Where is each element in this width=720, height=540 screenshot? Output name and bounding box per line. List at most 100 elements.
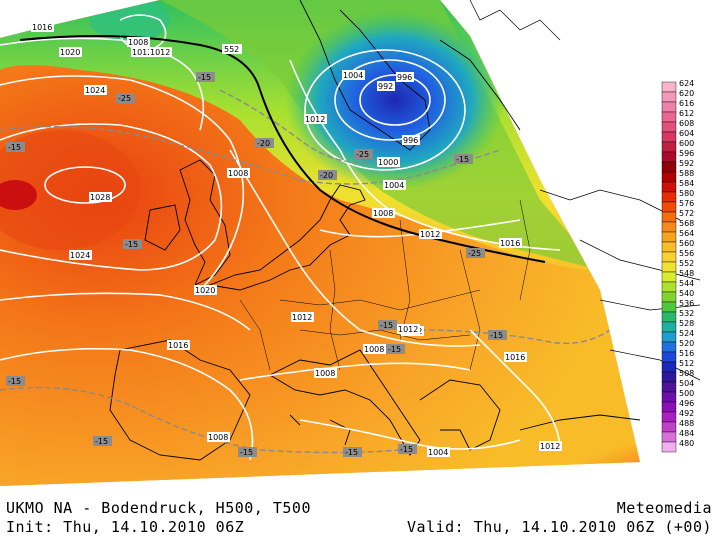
- pressure-label: 996: [403, 136, 418, 145]
- legend-label: 512: [679, 359, 694, 368]
- pressure-label: 1012: [292, 313, 312, 322]
- pressure-label: 1008: [373, 209, 393, 218]
- pressure-label-box: [427, 447, 450, 457]
- legend-label: 596: [679, 149, 694, 158]
- h500-contour: [19, 35, 546, 263]
- pressure-label-box: [402, 135, 420, 145]
- legend-swatch: [661, 391, 677, 403]
- temperature-label-box: [386, 344, 405, 354]
- legend-label: 572: [679, 209, 694, 218]
- legend-label: 608: [679, 119, 694, 128]
- h500-label: 552: [222, 44, 242, 54]
- pressure-label-box: [342, 70, 365, 80]
- pressure-label-box: [227, 168, 250, 178]
- pressure-label-box: [377, 157, 400, 167]
- legend-swatch: [661, 191, 677, 203]
- legend-swatch: [661, 141, 677, 153]
- isotherms: [0, 89, 611, 454]
- pressure-label-box: [31, 22, 54, 32]
- legend-label: 540: [679, 289, 694, 298]
- pressure-label-box: [304, 114, 327, 124]
- temperature-label: -15: [400, 445, 413, 454]
- legend-label: 556: [679, 249, 694, 258]
- legend-swatch: [661, 411, 677, 423]
- legend-swatch: [661, 131, 677, 143]
- legend-swatch: [661, 431, 677, 443]
- legend-label: 492: [679, 409, 694, 418]
- temperature-label-box: [93, 436, 112, 446]
- pressure-label: 1016: [505, 353, 525, 362]
- pressure-label-box: [419, 229, 442, 239]
- pressure-label-box: [84, 85, 107, 95]
- legend-label: 528: [679, 319, 694, 328]
- pressure-label: 1004: [343, 71, 363, 80]
- legend-swatch: [661, 301, 677, 313]
- legend-label: 616: [679, 99, 694, 108]
- legend-swatch: [661, 81, 677, 93]
- pressure-label: 1028: [90, 193, 110, 202]
- legend-swatch: [661, 341, 677, 353]
- color-legend: 6246206166126086046005965925885845805765…: [661, 79, 694, 453]
- pressure-label: 1000: [378, 158, 398, 167]
- pressure-label-box: [499, 238, 522, 248]
- temperature-label-box: [116, 93, 135, 103]
- temperature-labels: -25 -15 -20 -20 -25 -15 -15 -25 -15 -15 -15 -15 -15 -…: [6, 72, 507, 457]
- pressure-label: 1004: [428, 448, 448, 457]
- temperature-label: -15: [490, 331, 503, 340]
- pressure-label: 1008: [208, 433, 228, 442]
- pressure-label-box: [291, 312, 314, 322]
- pressure-label: 1020: [195, 286, 215, 295]
- pressure-labels: 1016102010241028102410201016101210081008…: [31, 22, 562, 457]
- legend-label: 544: [679, 279, 694, 288]
- outside-coastlines: [469, 0, 701, 381]
- legend-label: 524: [679, 329, 694, 338]
- temperature-label-box: [318, 170, 337, 180]
- legend-swatch: [661, 371, 677, 383]
- temperature-label: -15: [198, 73, 211, 82]
- temperature-label: -15: [345, 448, 358, 457]
- legend-swatch: [661, 111, 677, 123]
- temperature-label: -20: [320, 171, 333, 180]
- temperature-label: -20: [257, 139, 270, 148]
- pressure-label-box: [383, 180, 406, 190]
- legend-label: 612: [679, 109, 694, 118]
- legend-label: 576: [679, 199, 694, 208]
- legend-swatch: [661, 221, 677, 233]
- pressure-label-box: [69, 250, 92, 260]
- h500-label-text: 552: [224, 45, 239, 54]
- chart-title: UKMO NA - Bodendruck, H500, T500: [6, 499, 311, 517]
- temperature-label: -25: [118, 94, 131, 103]
- temperature-label: -25: [356, 150, 369, 159]
- temperature-label: -25: [468, 249, 481, 258]
- temperature-label-box: [488, 330, 507, 340]
- legend-swatch: [661, 381, 677, 393]
- temperature-label-box: [398, 444, 417, 454]
- pressure-label: 992: [378, 82, 393, 91]
- legend-swatch: [661, 401, 677, 413]
- legend-swatch: [661, 281, 677, 293]
- pressure-label-box: [207, 432, 230, 442]
- legend-label: 480: [679, 439, 694, 448]
- legend-swatch: [661, 421, 677, 433]
- legend-label: 620: [679, 89, 694, 98]
- temperature-label: -15: [8, 377, 21, 386]
- legend-label: 568: [679, 219, 694, 228]
- pressure-label: 1024: [70, 251, 90, 260]
- legend-swatch: [661, 161, 677, 173]
- pressure-label: 1024: [85, 86, 105, 95]
- pressure-label: 996: [397, 73, 412, 82]
- pressure-label: 1008: [228, 169, 248, 178]
- legend-swatch: [661, 101, 677, 113]
- legend-swatch: [661, 91, 677, 103]
- temperature-label: -15: [240, 448, 253, 457]
- temperature-label: -15: [95, 437, 108, 446]
- pressure-label: 1016: [32, 23, 52, 32]
- pressure-label-box: [167, 340, 190, 350]
- legend-label: 560: [679, 239, 694, 248]
- legend-swatch: [661, 311, 677, 323]
- temperature-label-box: [454, 154, 473, 164]
- legend-swatch: [661, 261, 677, 273]
- legend-label: 592: [679, 159, 694, 168]
